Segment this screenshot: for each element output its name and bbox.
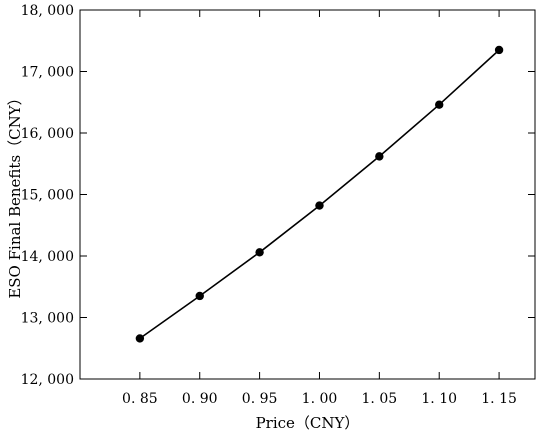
x-tick-label: 1. 15 <box>481 391 517 407</box>
x-axis-title: Price（CNY） <box>256 414 360 432</box>
y-axis: 12, 000 13, 000 14, 000 15, 000 16, 000 17, 0… <box>21 3 535 388</box>
data-point <box>195 291 204 301</box>
x-tick-label: 0. 85 <box>122 391 158 407</box>
y-tick-label: 14, 000 <box>21 249 74 265</box>
data-point <box>494 45 504 55</box>
y-tick-label: 15, 000 <box>21 188 74 204</box>
y-tick-label: 18, 000 <box>21 3 74 19</box>
data-point <box>135 334 145 343</box>
data-point <box>255 248 264 257</box>
x-tick-label: 0. 95 <box>242 391 278 407</box>
x-tick-label: 1. 00 <box>302 391 338 407</box>
x-tick-label: 1. 10 <box>421 391 457 407</box>
data-point <box>435 100 444 109</box>
plot-frame <box>79 9 536 380</box>
y-tick-label: 17, 000 <box>21 65 74 81</box>
y-tick-label: 13, 000 <box>21 311 74 327</box>
data-point <box>315 201 324 210</box>
x-tick-label: 0. 90 <box>182 391 218 407</box>
x-axis: 0. 85 0. 90 0. 95 1. 00 1. 05 1. 10 1. 15 <box>122 10 517 407</box>
y-tick-label: 16, 000 <box>21 126 74 142</box>
x-tick-label: 1. 05 <box>362 391 398 407</box>
series-line <box>139 49 500 340</box>
y-axis-title: ESO Final Benefits（CNY） <box>6 90 24 298</box>
data-points <box>135 45 504 343</box>
data-point <box>375 152 384 161</box>
y-tick-label: 12, 000 <box>21 372 74 388</box>
